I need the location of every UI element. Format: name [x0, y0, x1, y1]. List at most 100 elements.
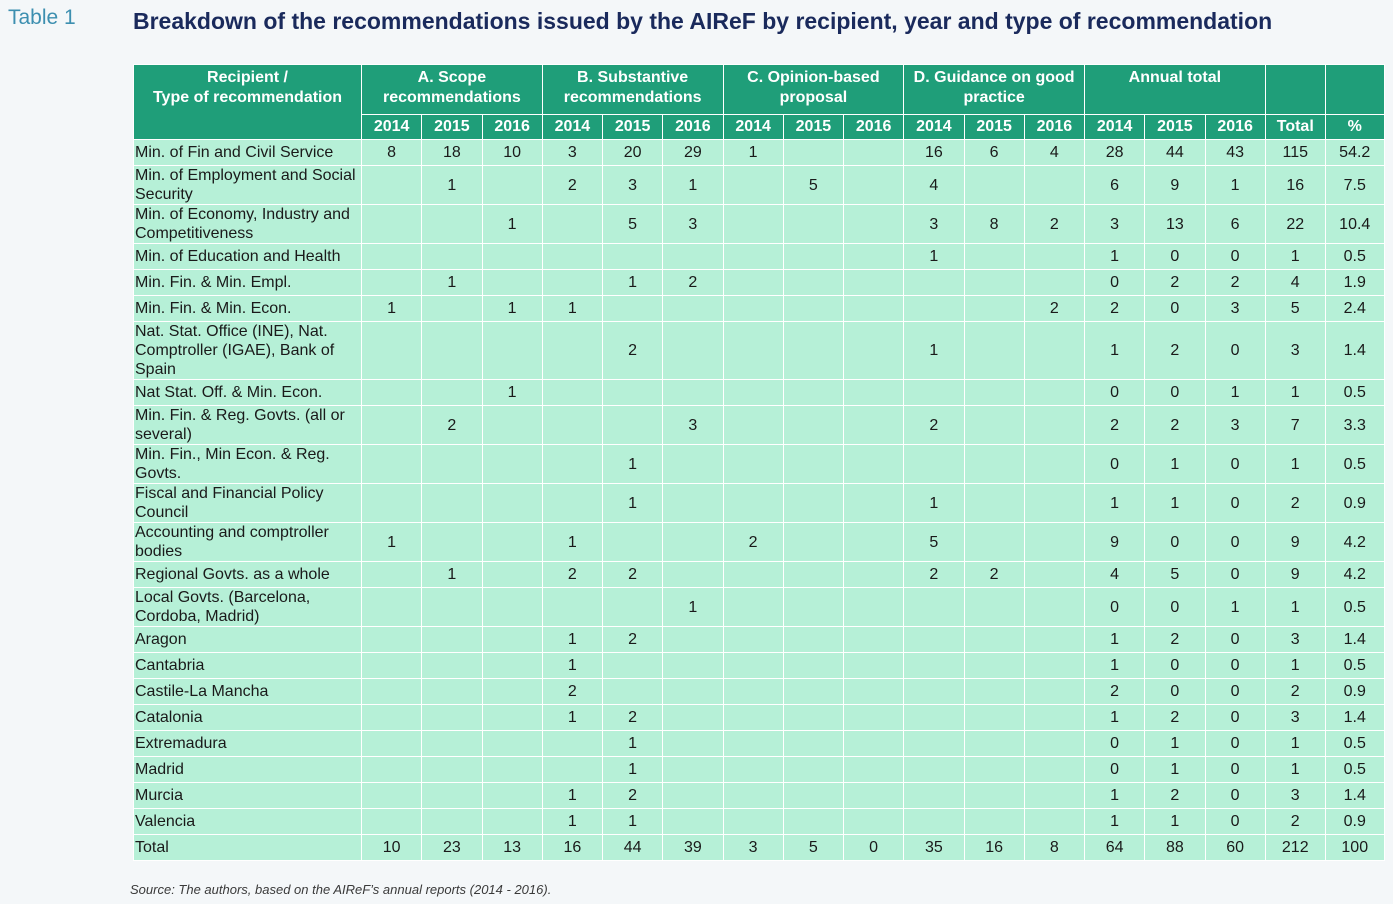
- table-cell: [481, 405, 543, 445]
- table-cell: [421, 587, 483, 627]
- table-row: Fiscal and Financial Policy Council 1 1 1 1 0…: [133, 483, 1385, 523]
- table-cell: 0: [1083, 587, 1146, 627]
- table-cell: 1: [1204, 165, 1266, 205]
- table-cell: [782, 379, 845, 406]
- row-recipient: Min. Fin. & Reg. Govts. (all or several): [133, 405, 362, 445]
- table-cell: [722, 269, 784, 296]
- row-recipient: Murcia: [133, 782, 362, 809]
- table-cell: 44: [1144, 139, 1206, 166]
- table-cell: 2: [541, 678, 604, 705]
- table-cell: 2: [903, 405, 965, 445]
- table-cell: [481, 652, 543, 679]
- table-cell: [782, 204, 845, 244]
- table-cell: 0.9: [1324, 483, 1385, 523]
- table-cell: 3: [601, 165, 664, 205]
- table-cell: 0.5: [1324, 587, 1385, 627]
- table-cell: 2: [1083, 405, 1146, 445]
- table-cell: [481, 483, 543, 523]
- table-cell: [360, 204, 423, 244]
- table-cell: 0: [1204, 626, 1266, 653]
- table-cell: [662, 243, 724, 270]
- table-cell: [722, 321, 784, 380]
- table-cell: 1: [1144, 730, 1206, 757]
- total-cell: 64: [1083, 834, 1146, 861]
- table-cell: [782, 678, 845, 705]
- table-row: Min. of Education and Health 1 1 0 0 1 0.5: [133, 243, 1385, 270]
- total-cell: 100: [1324, 834, 1385, 861]
- table-cell: [842, 704, 905, 731]
- table-cell: 0: [1204, 808, 1266, 835]
- table-cell: [782, 444, 845, 484]
- table-cell: [1023, 678, 1086, 705]
- table-cell: [601, 522, 664, 562]
- table-cell: [662, 626, 724, 653]
- table-cell: [481, 243, 543, 270]
- table-cell: [782, 405, 845, 445]
- total-cell: 88: [1144, 834, 1206, 861]
- row-recipient: Min. Fin. & Min. Econ.: [133, 295, 362, 322]
- row-recipient: Accounting and comptroller bodies: [133, 522, 362, 562]
- row-recipient: Madrid: [133, 756, 362, 783]
- table-cell: [360, 808, 423, 835]
- total-cell: 212: [1264, 834, 1326, 861]
- table-cell: 10: [481, 139, 543, 166]
- table-cell: [481, 704, 543, 731]
- table-cell: [842, 139, 905, 166]
- table-cell: 1: [903, 321, 965, 380]
- table-cell: [722, 704, 784, 731]
- table-cell: [722, 626, 784, 653]
- table-cell: 1: [481, 379, 543, 406]
- table-cell: 1: [1264, 652, 1326, 679]
- table-cell: 1: [1204, 379, 1266, 406]
- table-cell: 2: [1264, 808, 1326, 835]
- table-cell: 4.2: [1324, 522, 1385, 562]
- table-cell: [963, 522, 1025, 562]
- table-cell: 1: [360, 522, 423, 562]
- table-cell: 0: [1204, 243, 1266, 270]
- row-recipient: Local Govts. (Barcelona, Cordoba, Madrid…: [133, 587, 362, 627]
- table-cell: [842, 808, 905, 835]
- table-row: Min. Fin. & Min. Empl. 1 1 2 0 2 2 4 1.9: [133, 269, 1385, 296]
- table-cell: [903, 808, 965, 835]
- total-cell: 0: [842, 834, 905, 861]
- table-row: Catalonia 1 2 1 2 0 3 1.4: [133, 704, 1385, 731]
- total-cell: 16: [541, 834, 604, 861]
- table-cell: [722, 405, 784, 445]
- table-cell: [903, 704, 965, 731]
- table-cell: [842, 730, 905, 757]
- row-recipient: Min. of Employment and Social Security: [133, 165, 362, 205]
- table-cell: [963, 782, 1025, 809]
- table-cell: 16: [903, 139, 965, 166]
- table-cell: [662, 678, 724, 705]
- total-cell: 23: [421, 834, 483, 861]
- table-cell: [782, 756, 845, 783]
- table-cell: [842, 756, 905, 783]
- table-cell: 3: [1083, 204, 1146, 244]
- row-recipient: Extremadura: [133, 730, 362, 757]
- table-cell: 2: [601, 561, 664, 588]
- table-cell: 0: [1204, 321, 1266, 380]
- table-cell: 1: [1083, 782, 1146, 809]
- table-cell: [722, 165, 784, 205]
- table-cell: [722, 561, 784, 588]
- table-cell: [360, 269, 423, 296]
- table-cell: [481, 269, 543, 296]
- table-cell: [421, 444, 483, 484]
- table-row: Min. Fin. & Reg. Govts. (all or several)…: [133, 405, 1385, 445]
- table-cell: 2: [903, 561, 965, 588]
- table-cell: [963, 269, 1025, 296]
- header-year: 2015: [601, 114, 664, 140]
- header-year: 2015: [782, 114, 845, 140]
- table-cell: [421, 626, 483, 653]
- table-cell: 3: [541, 139, 604, 166]
- table-cell: [541, 321, 604, 380]
- table-cell: [903, 756, 965, 783]
- table-cell: [722, 678, 784, 705]
- table-cell: 0.9: [1324, 808, 1385, 835]
- table-cell: 2: [601, 704, 664, 731]
- table-cell: [722, 652, 784, 679]
- table-cell: [360, 165, 423, 205]
- table-cell: [782, 704, 845, 731]
- table-cell: 4.2: [1324, 561, 1385, 588]
- table-cell: [782, 269, 845, 296]
